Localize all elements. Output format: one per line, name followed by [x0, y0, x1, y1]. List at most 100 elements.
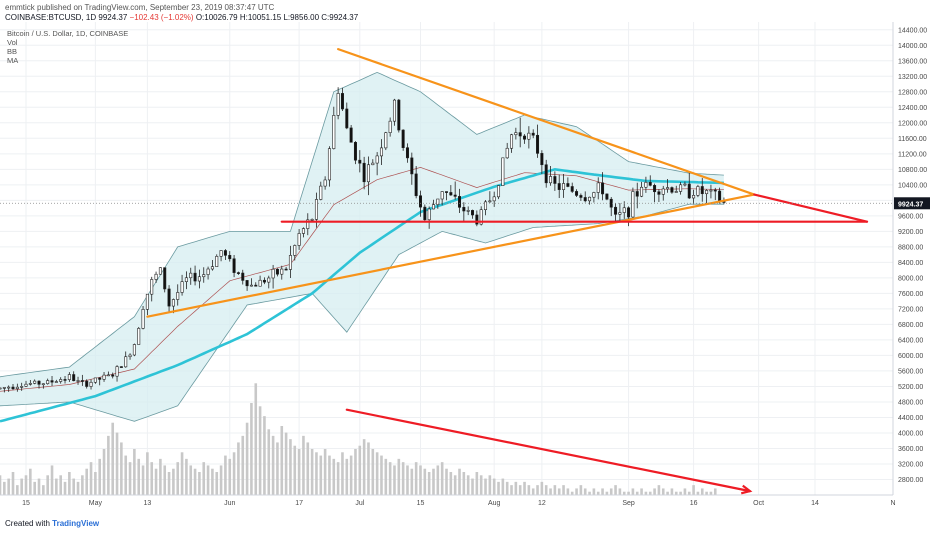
indicator-ma[interactable]: MA — [7, 56, 19, 65]
price-tick-label: 8000.00 — [898, 275, 923, 282]
volume-bar — [284, 432, 288, 495]
candle-body — [358, 159, 362, 164]
indicator-legend: Bitcoin / U.S. Dollar, 1D, COINBASE Vol … — [7, 29, 128, 65]
candle-body — [267, 277, 271, 283]
candle-body — [627, 207, 631, 218]
price-tick-label: 5200.00 — [898, 384, 923, 391]
candle-body — [466, 210, 470, 212]
candle-body — [458, 196, 462, 208]
volume-bar — [631, 488, 635, 495]
candle-body — [163, 267, 167, 290]
price-tick-label: 8800.00 — [898, 244, 923, 251]
candle-body — [67, 374, 71, 380]
candle-body — [540, 153, 544, 166]
candle-body — [527, 132, 531, 140]
volume-bar — [228, 458, 232, 495]
volume-bar — [42, 485, 45, 495]
time-tick-label: 12 — [538, 500, 546, 507]
candle-body — [306, 219, 310, 229]
tradingview-logo[interactable]: TradingView — [52, 519, 100, 528]
candle-body — [553, 176, 557, 184]
price-tick-label: 12400.00 — [898, 105, 927, 112]
candle-body — [579, 195, 583, 198]
grid — [0, 22, 894, 495]
volume-bar — [553, 485, 557, 495]
candle-body — [262, 279, 266, 283]
volume-bar — [380, 455, 383, 495]
time-tick-label: 13 — [143, 500, 151, 507]
volume-bar — [557, 488, 561, 495]
volume-bar — [137, 458, 141, 495]
indicator-bb[interactable]: BB — [7, 47, 18, 56]
candle-body — [605, 193, 609, 200]
candle-body — [275, 268, 279, 275]
volume-bar — [0, 475, 2, 495]
volume-bar — [232, 452, 236, 495]
time-axis[interactable]: 15 May 13 Jun 17 Jul 15 Aug 12 Sep 16 Oct 14 N — [0, 494, 896, 507]
arrow-head — [740, 484, 753, 495]
created-with-label: Created with — [5, 519, 50, 528]
symbol-line: COINBASE:BTCUSD, 1D 9924.37 −102.43 (−1.… — [5, 13, 358, 23]
volume-bar — [544, 485, 548, 495]
volume-bar — [323, 449, 327, 495]
volume-bar — [202, 462, 206, 495]
volume-decline-line — [345, 408, 752, 493]
ma-line — [0, 167, 724, 423]
volume-bar — [341, 452, 344, 495]
candle-body — [423, 206, 427, 221]
candle-body — [431, 204, 435, 210]
price-tick-label: 3600.00 — [898, 446, 923, 453]
last-price: 9924.37 — [98, 13, 128, 22]
time-tick-label: May — [89, 500, 103, 507]
volume-bar — [484, 478, 487, 495]
candle-body — [93, 377, 97, 383]
volume-bar — [445, 468, 448, 495]
volume-bar — [679, 491, 682, 495]
volume-bar — [319, 455, 323, 495]
indicator-vol[interactable]: Vol — [7, 38, 18, 47]
price-tick-label: 4800.00 — [898, 399, 923, 406]
price-tick-label: 6000.00 — [898, 353, 923, 360]
volume-bar — [128, 462, 132, 495]
candle-body — [245, 280, 249, 287]
candle-body — [549, 176, 553, 184]
volume-bar — [462, 472, 466, 495]
candle-body — [132, 344, 136, 356]
candle-body — [366, 164, 370, 183]
volume-bar — [215, 472, 219, 495]
price-tick-label: 12000.00 — [898, 120, 927, 127]
volume-bar — [89, 462, 93, 495]
volume-bar — [219, 465, 223, 495]
volume-bar — [713, 488, 717, 495]
candle-body — [427, 208, 431, 221]
volume-bar — [648, 491, 652, 495]
price-tick-label: 12800.00 — [898, 89, 927, 96]
candle-body — [601, 182, 605, 195]
volume-bar — [674, 491, 678, 495]
current-price-tag — [894, 197, 930, 210]
volume-bar — [566, 488, 570, 495]
candle-body — [566, 183, 570, 187]
volume-bar — [7, 478, 10, 495]
volume-bar — [700, 488, 704, 495]
volume-bar — [176, 462, 180, 495]
candle-body — [254, 284, 258, 287]
candle-body — [488, 200, 492, 203]
current-price-marker: 9924.37 — [0, 197, 930, 210]
price-axis[interactable]: 2800.00 3200.00 3600.00 4000.00 4400.00 4800.… — [892, 22, 927, 495]
candle-body — [24, 383, 28, 387]
volume-bar — [705, 491, 708, 495]
volume-bar — [16, 485, 19, 495]
volume-bar — [436, 465, 440, 495]
volume-bar — [310, 449, 314, 495]
volume-bar — [358, 445, 362, 495]
candle-body — [349, 127, 353, 143]
volume-bar — [692, 485, 695, 495]
candle-body — [189, 272, 193, 279]
candle-body — [479, 209, 483, 225]
candle-body — [436, 198, 440, 205]
candle-body — [202, 274, 206, 278]
candle-body — [518, 132, 522, 137]
volume-bar — [293, 445, 297, 495]
